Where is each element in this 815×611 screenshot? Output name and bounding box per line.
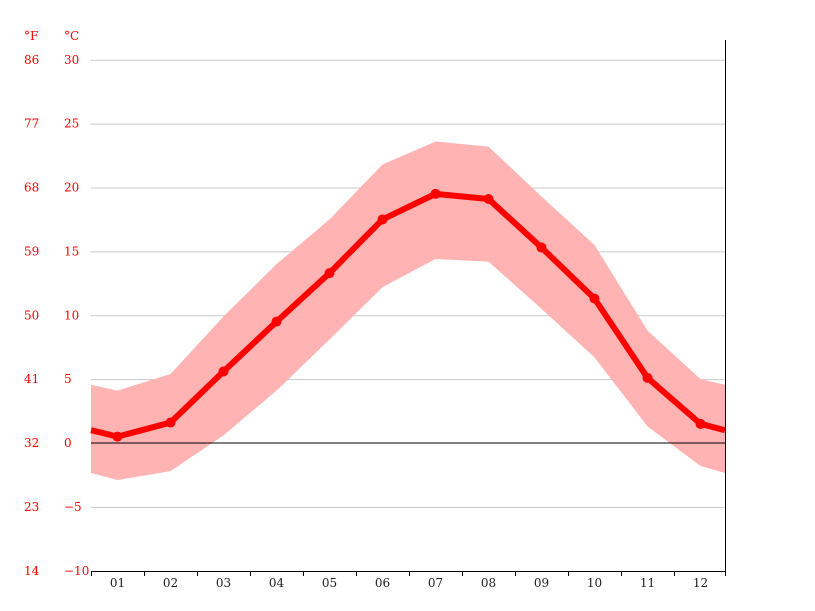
y-tick-celsius: 25 bbox=[64, 117, 79, 131]
x-tick-label: 05 bbox=[322, 576, 337, 590]
x-axis-labels: 01 02 03 04 05 06 07 08 09 10 11 12 bbox=[91, 571, 726, 590]
y-tick-celsius: 0 bbox=[64, 436, 72, 450]
average-temperature-line bbox=[90, 190, 726, 440]
fahrenheit-unit-label: °F bbox=[24, 29, 38, 43]
average-point bbox=[430, 188, 441, 199]
y-tick-fahrenheit: 41 bbox=[24, 372, 39, 386]
average-point bbox=[377, 214, 388, 225]
y-tick-celsius: 15 bbox=[64, 244, 79, 258]
y-tick-fahrenheit: 86 bbox=[24, 53, 39, 67]
average-point bbox=[271, 316, 282, 327]
y-tick-fahrenheit: 68 bbox=[24, 181, 39, 195]
y-tick-celsius: 5 bbox=[64, 372, 72, 386]
y-tick-fahrenheit: 50 bbox=[24, 308, 39, 322]
x-tick-label: 06 bbox=[375, 576, 390, 590]
y-tick-celsius: 10 bbox=[64, 308, 79, 322]
y-axis-labels: 30 86 25 77 20 68 15 59 10 50 5 41 0 32 −5 23 −10 14 bbox=[24, 53, 89, 578]
x-tick-label: 03 bbox=[216, 576, 231, 590]
y-tick-celsius: −5 bbox=[64, 500, 82, 514]
average-point bbox=[324, 268, 335, 279]
y-tick-celsius: 30 bbox=[64, 53, 79, 67]
y-tick-celsius: −10 bbox=[64, 564, 89, 578]
y-tick-fahrenheit: 77 bbox=[24, 117, 39, 131]
x-tick-label: 07 bbox=[428, 576, 443, 590]
min-max-range-band bbox=[91, 141, 725, 481]
average-point bbox=[218, 366, 229, 377]
x-tick-label: 11 bbox=[640, 576, 655, 590]
average-points bbox=[112, 188, 706, 442]
x-tick-label: 01 bbox=[110, 576, 125, 590]
average-point bbox=[589, 293, 600, 304]
average-point bbox=[483, 193, 494, 204]
y-tick-fahrenheit: 32 bbox=[24, 436, 39, 450]
average-point bbox=[112, 431, 123, 442]
x-tick-label: 08 bbox=[481, 576, 496, 590]
x-tick-label: 04 bbox=[269, 576, 285, 590]
average-point bbox=[536, 242, 547, 253]
y-tick-fahrenheit: 14 bbox=[24, 564, 40, 578]
average-point bbox=[642, 372, 653, 383]
x-tick-label: 12 bbox=[693, 576, 708, 590]
x-tick-label: 10 bbox=[587, 576, 602, 590]
y-tick-celsius: 20 bbox=[64, 181, 79, 195]
average-point bbox=[695, 418, 706, 429]
x-tick-label: 02 bbox=[163, 576, 178, 590]
y-tick-fahrenheit: 59 bbox=[24, 244, 39, 258]
celsius-unit-label: °C bbox=[64, 29, 79, 43]
average-point bbox=[165, 417, 176, 428]
x-tick-label: 09 bbox=[534, 576, 549, 590]
y-tick-fahrenheit: 23 bbox=[24, 500, 39, 514]
